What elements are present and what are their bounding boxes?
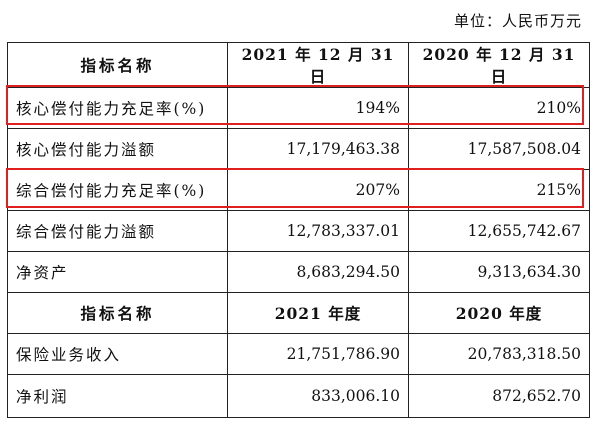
financial-table: 指标名称 2021 年 12 月 31 日 2020 年 12 月 31 日 核… xyxy=(7,42,590,418)
row-value-2020: 9,313,634.30 xyxy=(408,251,590,293)
row-value-2020: 12,655,742.67 xyxy=(408,210,590,252)
row-label: 净利润 xyxy=(7,374,228,418)
header-2020-dec-31: 2020 年 12 月 31 日 xyxy=(408,42,590,88)
row-label: 综合偿付能力充足率(%) xyxy=(7,169,228,211)
subheader-indicator-name: 指标名称 xyxy=(7,292,228,334)
unit-label: 单位：人民币万元 xyxy=(453,12,582,30)
table-header-row: 指标名称 2021 年 12 月 31 日 2020 年 12 月 31 日 xyxy=(7,42,590,88)
table-row: 净资产 8,683,294.50 9,313,634.30 xyxy=(7,251,590,293)
row-value-2020: 210% xyxy=(408,87,590,129)
subheader-2020-year: 2020 年度 xyxy=(408,292,590,334)
row-value-2021: 12,783,337.01 xyxy=(227,210,409,252)
row-label: 净资产 xyxy=(7,251,228,293)
row-value-2020: 20,783,318.50 xyxy=(408,333,590,375)
row-value-2021: 8,683,294.50 xyxy=(227,251,409,293)
row-label: 综合偿付能力溢额 xyxy=(7,210,228,252)
table-row: 净利润 833,006.10 872,652.70 xyxy=(7,374,590,418)
row-value-2020: 872,652.70 xyxy=(408,374,590,418)
table-row: 综合偿付能力溢额 12,783,337.01 12,655,742.67 xyxy=(7,210,590,252)
row-label: 保险业务收入 xyxy=(7,333,228,375)
table-row: 核心偿付能力充足率(%) 194% 210% xyxy=(7,87,590,129)
subheader-2021-year: 2021 年度 xyxy=(227,292,409,334)
highlight-box-comprehensive-solvency xyxy=(6,168,584,208)
table-row: 保险业务收入 21,751,786.90 20,783,318.50 xyxy=(7,333,590,375)
row-value-2021: 17,179,463.38 xyxy=(227,128,409,170)
table-subheader-row: 指标名称 2021 年度 2020 年度 xyxy=(7,292,590,334)
table-row: 核心偿付能力溢额 17,179,463.38 17,587,508.04 xyxy=(7,128,590,170)
header-indicator-name: 指标名称 xyxy=(7,42,228,88)
row-value-2021: 833,006.10 xyxy=(227,374,409,418)
row-label: 核心偿付能力充足率(%) xyxy=(7,87,228,129)
row-value-2021: 21,751,786.90 xyxy=(227,333,409,375)
row-value-2021: 194% xyxy=(227,87,409,129)
highlight-box-core-solvency xyxy=(6,85,584,125)
row-value-2020: 17,587,508.04 xyxy=(408,128,590,170)
header-2021-dec-31: 2021 年 12 月 31 日 xyxy=(227,42,409,88)
row-label: 核心偿付能力溢额 xyxy=(7,128,228,170)
